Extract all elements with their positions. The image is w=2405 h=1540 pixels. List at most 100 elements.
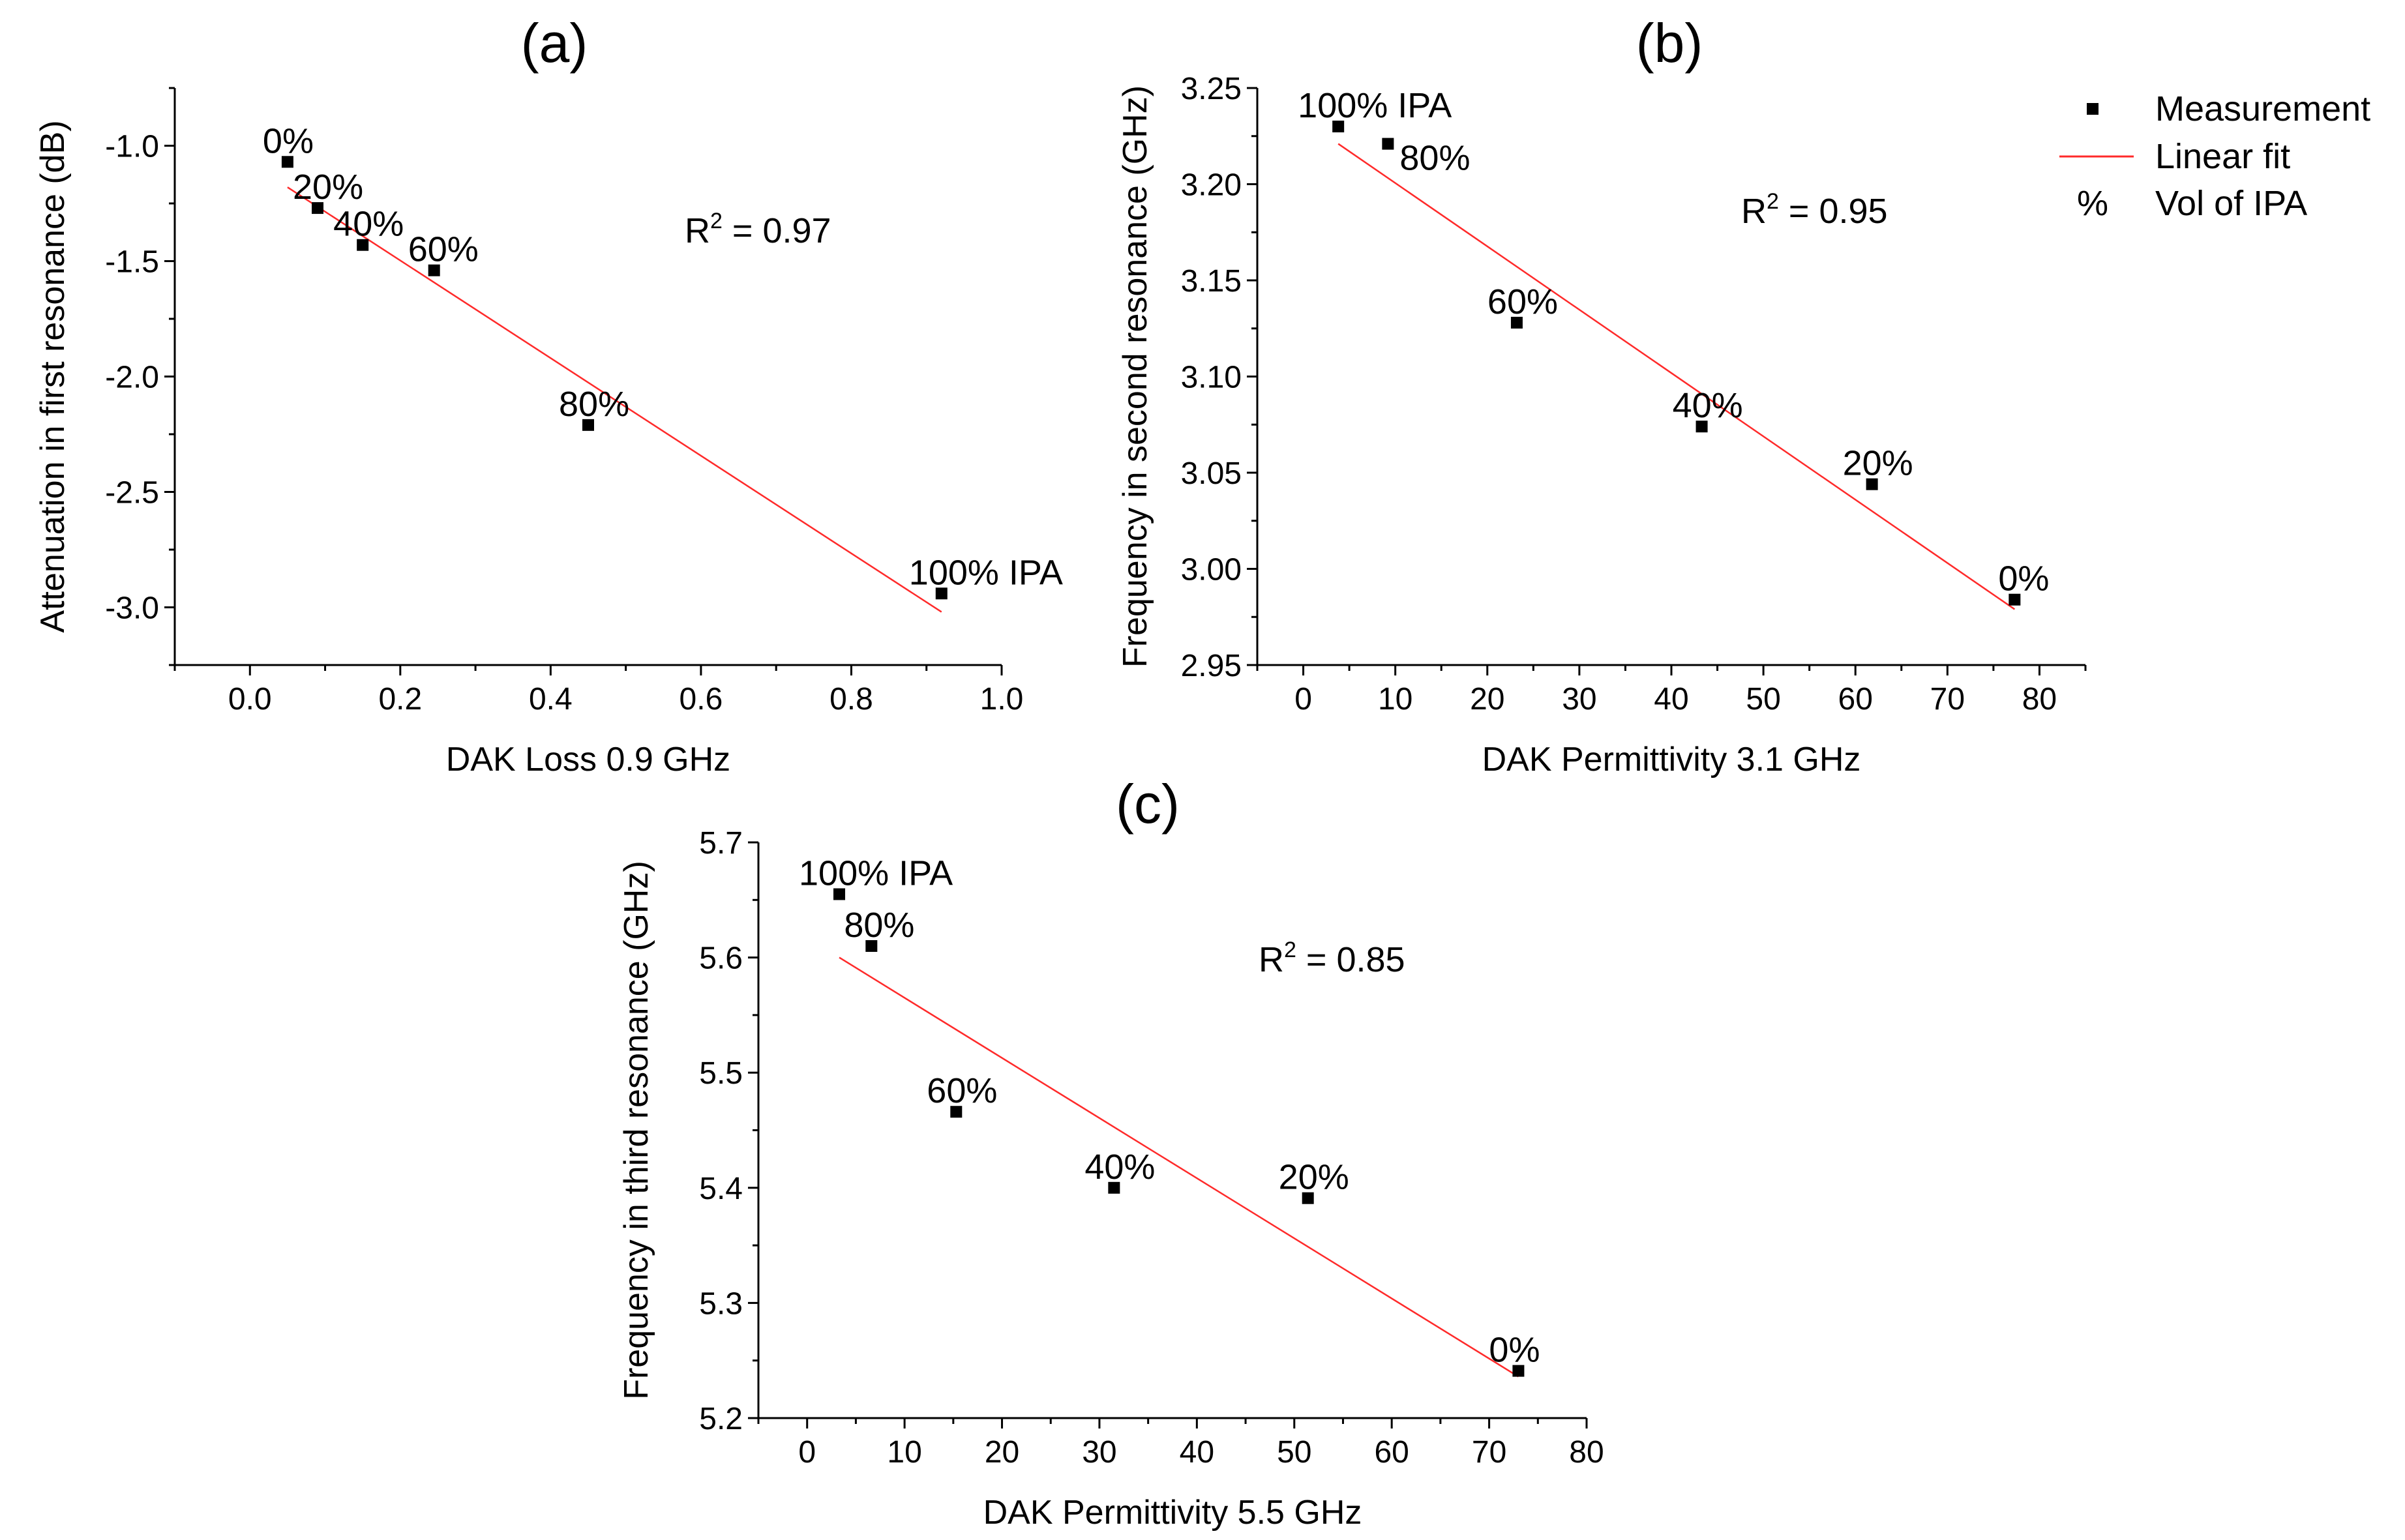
panel-c-y-tick-label: 5.3: [699, 1286, 743, 1321]
panel-b-y-tick-label: 3.15: [1181, 264, 1242, 299]
panel-c-x-tick-label: 20: [985, 1435, 1019, 1470]
panel-b-x-tick-label: 30: [1562, 682, 1596, 717]
panel-a-point-label: 0%: [263, 121, 314, 160]
panel-b-fit-line: [1337, 143, 2016, 610]
panel-b-x-tick-label: 70: [1930, 682, 1965, 717]
panel-a-point-label: 40%: [333, 205, 404, 244]
panel-b-data-point: [1332, 121, 1345, 132]
panel-c-x-tick-label: 0: [798, 1435, 816, 1470]
panel-a-data-point: [582, 419, 594, 431]
panel-b-data-point: [2009, 593, 2021, 606]
panel-a-point-label: 60%: [408, 230, 479, 269]
panel-b-label: (b): [1636, 12, 1703, 74]
panel-b-x-tick-label: 50: [1746, 682, 1780, 717]
legend-percent-symbol: %: [2077, 184, 2108, 223]
panel-c-data-point: [1302, 1192, 1314, 1204]
panel-b-data-point: [1382, 138, 1394, 150]
panel-a-fit-line: [287, 186, 942, 613]
panel-b-y-tick-label: 3.10: [1181, 361, 1242, 395]
legend-item-label: Measurement: [2155, 89, 2370, 128]
panel-b-data-point: [1695, 421, 1708, 433]
panel-b-point-label: 20%: [1843, 444, 1913, 483]
panel-a-x-tick-label: 1.0: [980, 682, 1024, 717]
legend-item-label: Vol of IPA: [2155, 184, 2307, 223]
panel-a-x-tick-label: 0.4: [529, 682, 573, 717]
panel-c-data-point: [1108, 1181, 1120, 1194]
panel-c-y-tick-label: 5.4: [699, 1172, 743, 1206]
panel-a-x-tick-label: 0.8: [829, 682, 873, 717]
panel-c-data-point: [865, 940, 878, 952]
panel-b-x-tick-label: 0: [1294, 682, 1312, 717]
panel-c-y-tick-label: 5.6: [699, 941, 743, 976]
legend: Measurement Linear fit% Vol of IPA: [2059, 89, 2370, 223]
panel-c-x-tick-label: 30: [1082, 1435, 1116, 1470]
panel-b-x-axis-title: DAK Permittivity 3.1 GHz: [1482, 741, 1861, 778]
panel-b-x-tick-label: 20: [1470, 682, 1504, 717]
panel-b-y-tick-label: 3.20: [1181, 168, 1242, 203]
panel-a-r2-annotation: R2 = 0.97: [685, 209, 831, 250]
panel-c-point-label: 0%: [1489, 1331, 1540, 1370]
panel-a-point-label: 20%: [293, 168, 363, 207]
panel-c-r2-annotation: R2 = 0.85: [1259, 938, 1405, 979]
panel-c-data-point: [1512, 1365, 1525, 1377]
legend-item-label: Linear fit: [2155, 137, 2290, 176]
panel-c-x-tick-label: 10: [887, 1435, 921, 1470]
panel-c-y-tick-label: 5.7: [699, 826, 743, 861]
panel-b-point-label: 0%: [1998, 559, 2049, 599]
panel-a-label: (a): [521, 12, 588, 74]
panel-a-point-label: 100% IPA: [909, 553, 1063, 592]
panel-a-plot: 0.0 0.2 0.4 0.6 0.8 1.0 -3.0 -2.5 -2.0 -1.5 -1.0 DA…: [34, 12, 1063, 778]
panel-c-x-tick-label: 60: [1374, 1435, 1409, 1470]
panel-c-x-tick-label: 80: [1569, 1435, 1604, 1470]
panel-b-y-tick-label: 3.00: [1181, 553, 1242, 587]
panel-c-x-tick-label: 40: [1180, 1435, 1214, 1470]
panel-a-x-tick-label: 0.6: [680, 682, 723, 717]
panel-c-fit-line: [839, 956, 1519, 1378]
panel-b-x-tick-label: 40: [1654, 682, 1688, 717]
panel-a-point-label: 80%: [559, 385, 629, 424]
panel-a-x-tick-label: 0.0: [228, 682, 272, 717]
panel-b-plot: 0 10 20 30 40 50 60 70 80 2.95 3.00 3.05 3.10 3.15 3.2…: [1116, 12, 2087, 778]
panel-b-x-tick-label: 60: [1838, 682, 1873, 717]
panel-c-x-tick-label: 70: [1472, 1435, 1506, 1470]
panel-b-y-tick-label: 3.25: [1181, 72, 1242, 106]
panel-a-y-tick-label: -1.5: [105, 245, 159, 280]
panel-c-y-tick-label: 5.2: [699, 1402, 743, 1436]
panel-c-point-label: 40%: [1084, 1148, 1155, 1187]
panel-a-y-tick-label: -3.0: [105, 591, 159, 626]
panel-c-data-point: [833, 888, 846, 900]
panel-c-y-axis-title: Frequency in third resonance (GHz): [618, 861, 655, 1400]
panel-b-x-tick-label: 10: [1378, 682, 1412, 717]
panel-b-y-axis-title: Frequency in second resonance (GHz): [1116, 85, 1154, 668]
panel-a-y-tick-label: -1.0: [105, 130, 159, 164]
panel-a-y-tick-label: -2.5: [105, 476, 159, 511]
legend-marker-symbol: [2087, 103, 2099, 115]
panel-b-y-tick-label: 2.95: [1181, 649, 1242, 683]
panel-a-data-point: [935, 587, 948, 600]
panel-a-data-point: [281, 156, 293, 168]
panel-c-point-label: 80%: [844, 906, 914, 945]
panel-b-point-label: 60%: [1487, 282, 1558, 321]
panel-a-x-tick-label: 0.2: [378, 682, 422, 717]
panel-c-point-label: 100% IPA: [799, 853, 953, 893]
panel-b-y-tick-label: 3.05: [1181, 456, 1242, 491]
panel-a-data-point: [312, 202, 324, 215]
panel-b-point-label: 40%: [1673, 386, 1743, 425]
panel-c-x-tick-label: 50: [1277, 1435, 1311, 1470]
panel-b-x-tick-label: 80: [2022, 682, 2057, 717]
panel-a-data-point: [357, 239, 369, 251]
panel-c-point-label: 60%: [927, 1071, 997, 1110]
panel-b-point-label: 100% IPA: [1298, 86, 1452, 125]
panel-b-point-label: 80%: [1399, 139, 1470, 178]
panel-b-r2-annotation: R2 = 0.95: [1741, 189, 1888, 231]
panel-c-data-point: [950, 1106, 963, 1118]
panel-c-x-axis-title: DAK Permittivity 5.5 GHz: [983, 1494, 1362, 1532]
panel-b-data-point: [1866, 478, 1878, 490]
panel-a-data-point: [428, 264, 440, 276]
panel-b-data-point: [1510, 316, 1523, 329]
panel-c-plot: 0 10 20 30 40 50 60 70 80 5.2 5.3 5.4 5.5 5.6 5.7 DAK P…: [618, 773, 1604, 1532]
panel-c-label: (c): [1116, 773, 1180, 835]
panel-c-y-tick-label: 5.5: [699, 1056, 743, 1091]
panel-a-y-tick-label: -2.0: [105, 361, 159, 395]
